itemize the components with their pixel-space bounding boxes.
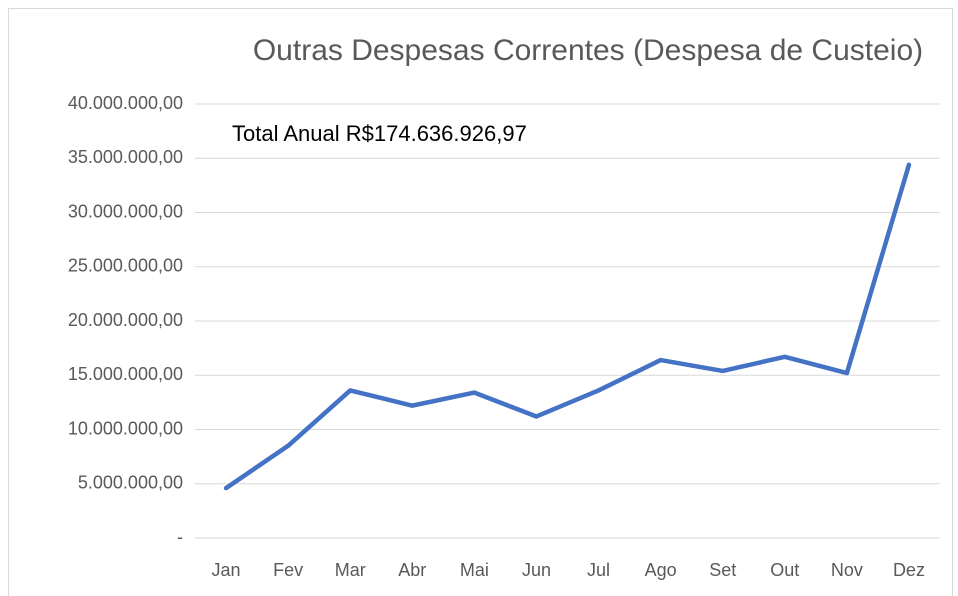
x-tick-label: Ago xyxy=(645,560,677,580)
line xyxy=(223,162,912,491)
y-tick-label: 20.000.000,00 xyxy=(68,310,183,330)
y-tick-label: 15.000.000,00 xyxy=(68,364,183,384)
y-tick-label: 10.000.000,00 xyxy=(68,418,183,438)
x-tick-label: Mai xyxy=(460,560,489,580)
x-tick-label: Mar xyxy=(335,560,366,580)
x-tick-label: Nov xyxy=(831,560,863,580)
y-tick-label: - xyxy=(177,527,183,547)
x-tick-label: Out xyxy=(770,560,799,580)
y-tick-label: 25.000.000,00 xyxy=(68,256,183,276)
chart-title: Outras Despesas Correntes (Despesa de Cu… xyxy=(253,34,923,67)
y-tick-label: 5.000.000,00 xyxy=(78,473,183,493)
x-tick-label: Jul xyxy=(587,560,610,580)
x-tick-label: Abr xyxy=(398,560,426,580)
x-tick-label: Dez xyxy=(893,560,925,580)
y-tick-label: 40.000.000,00 xyxy=(68,93,183,113)
chart-border xyxy=(8,8,953,596)
x-tick-label: Jan xyxy=(212,560,241,580)
y-tick-label: 35.000.000,00 xyxy=(68,147,183,167)
y-tick-label: 30.000.000,00 xyxy=(68,201,183,221)
annotation: Total Anual R$174.636.926,97 xyxy=(232,121,527,146)
x-tick-label: Set xyxy=(709,560,736,580)
x-tick-label: Jun xyxy=(522,560,551,580)
x-tick-label: Fev xyxy=(273,560,303,580)
